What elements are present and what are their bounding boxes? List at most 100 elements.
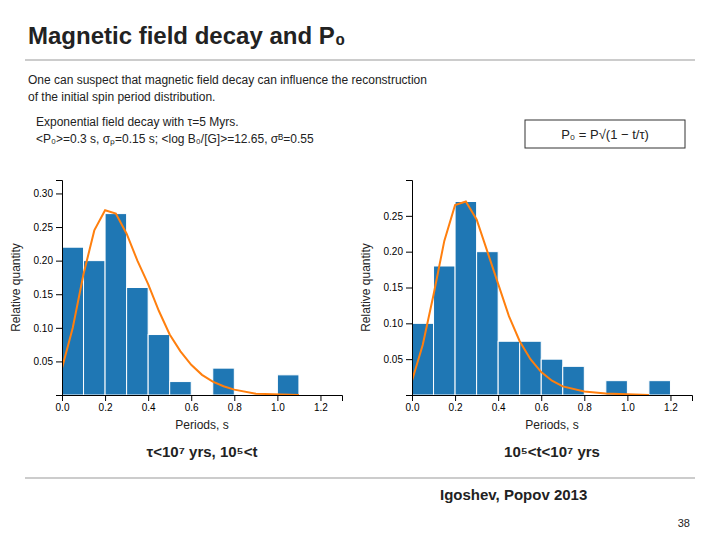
histogram-bar bbox=[584, 395, 606, 396]
histogram-bar bbox=[62, 247, 84, 395]
y-tick-mark bbox=[56, 261, 62, 262]
y-tick: 0.25 bbox=[34, 222, 62, 233]
y-tick-label: 0.30 bbox=[34, 188, 54, 199]
y-axis-title: Relative quantity bbox=[9, 243, 23, 332]
y-tick: 0.10 bbox=[384, 318, 412, 329]
y-tick-label: 0.10 bbox=[34, 323, 54, 334]
chart: 0.00.20.40.60.81.01.20.050.100.150.200.2… bbox=[9, 181, 343, 461]
y-tick: 0.05 bbox=[384, 354, 412, 365]
y-tick-label: 0.15 bbox=[34, 289, 54, 300]
annotation: <P₀>=0.3 s, σₚ=0.15 s; <log B₀/[G]>=12.6… bbox=[36, 132, 314, 146]
y-tick-mark bbox=[406, 288, 412, 289]
histogram-bar bbox=[105, 214, 127, 395]
x-tick-mark bbox=[277, 395, 278, 401]
y-tick: 0.15 bbox=[34, 289, 62, 300]
y-tick-mark bbox=[56, 294, 62, 295]
x-tick-label: 0.6 bbox=[185, 402, 199, 413]
plot-area bbox=[412, 202, 670, 396]
histogram-bar bbox=[434, 266, 456, 395]
y-tick: 0.05 bbox=[34, 356, 62, 367]
x-tick-mark bbox=[148, 395, 149, 401]
x-axis: 0.00.20.40.60.81.01.2 bbox=[56, 395, 343, 413]
x-tick-mark bbox=[498, 395, 499, 401]
histogram-bar bbox=[127, 288, 149, 396]
annotation: 38 bbox=[678, 517, 690, 529]
formula: P₀ = P√(1 − t/τ) bbox=[561, 127, 649, 142]
histogram-bar bbox=[148, 335, 170, 395]
histogram-bar bbox=[299, 395, 321, 396]
histogram-bar bbox=[277, 375, 299, 395]
footer-rule bbox=[25, 478, 695, 479]
x-tick-mark bbox=[105, 395, 106, 401]
y-tick-label: 0.25 bbox=[384, 211, 404, 222]
x-tick: 0.8 bbox=[228, 395, 242, 413]
title-rule bbox=[25, 60, 695, 61]
chart: 0.00.20.40.60.81.01.20.050.100.150.200.2… bbox=[359, 181, 693, 461]
y-tick-mark bbox=[406, 323, 412, 324]
x-tick: 0.6 bbox=[185, 395, 199, 413]
annotation: Igoshev, Popov 2013 bbox=[440, 486, 587, 503]
histogram-bar bbox=[455, 202, 477, 396]
x-tick-mark bbox=[670, 395, 671, 401]
x-tick-mark bbox=[541, 395, 542, 401]
y-tick-label: 0.20 bbox=[34, 255, 54, 266]
y-tick-mark bbox=[56, 193, 62, 194]
x-tick-label: 0.0 bbox=[56, 402, 70, 413]
annotation: One can suspect that magnetic field deca… bbox=[28, 73, 427, 87]
x-tick-label: 0.4 bbox=[142, 402, 156, 413]
x-tick: 0.4 bbox=[492, 395, 506, 413]
x-tick: 1.0 bbox=[271, 395, 285, 413]
x-tick-label: 0.0 bbox=[406, 402, 420, 413]
y-tick-label: 0.20 bbox=[384, 246, 404, 257]
y-axis: 0.05 0.10 0.15 0.20 0.25 0.30 bbox=[34, 181, 63, 396]
x-tick: 1.0 bbox=[621, 395, 635, 413]
x-tick-label: 0.2 bbox=[99, 402, 113, 413]
x-tick-mark bbox=[320, 395, 321, 401]
x-tick-mark bbox=[455, 395, 456, 401]
subtitle: τ<10⁷ yrs, 10⁵<t bbox=[147, 443, 258, 460]
y-axis: 0.05 0.10 0.15 0.20 0.25 bbox=[384, 181, 413, 396]
x-tick-label: 1.0 bbox=[271, 402, 285, 413]
y-tick-mark bbox=[56, 361, 62, 362]
x-tick: 0.6 bbox=[535, 395, 549, 413]
y-tick-label: 0.05 bbox=[34, 356, 54, 367]
y-tick-mark bbox=[406, 252, 412, 253]
y-axis-line bbox=[56, 181, 63, 396]
x-tick: 0.0 bbox=[56, 395, 70, 413]
histogram-bar bbox=[649, 381, 671, 395]
x-tick-label: 0.8 bbox=[578, 402, 592, 413]
histogram-bar bbox=[541, 359, 563, 395]
y-tick-mark bbox=[56, 227, 62, 228]
annotation: of the initial spin period distribution. bbox=[28, 90, 215, 104]
x-tick-mark bbox=[234, 395, 235, 401]
y-tick-label: 0.25 bbox=[34, 222, 54, 233]
histogram-bar bbox=[84, 261, 106, 395]
curve bbox=[412, 202, 649, 396]
y-tick: 0.30 bbox=[34, 188, 62, 199]
histogram-bar bbox=[213, 368, 235, 395]
histogram-bar bbox=[170, 382, 192, 395]
x-tick: 0.4 bbox=[142, 395, 156, 413]
x-tick: 0.0 bbox=[406, 395, 420, 413]
y-tick: 0.10 bbox=[34, 323, 62, 334]
y-tick: 0.15 bbox=[384, 282, 412, 293]
x-axis-title: Periods, s bbox=[175, 418, 228, 432]
y-tick: 0.20 bbox=[34, 255, 62, 266]
histogram-bar bbox=[498, 341, 520, 395]
y-tick-mark bbox=[406, 359, 412, 360]
y-tick-label: 0.10 bbox=[384, 318, 404, 329]
slide: Magnetic field decay and P₀ One can suspe… bbox=[0, 0, 720, 540]
curve bbox=[62, 210, 299, 395]
x-tick-mark bbox=[191, 395, 192, 401]
x-tick-label: 0.4 bbox=[492, 402, 506, 413]
histogram-bar bbox=[191, 395, 213, 396]
x-tick-mark bbox=[584, 395, 585, 401]
x-tick-label: 1.0 bbox=[621, 402, 635, 413]
title: Magnetic field decay and P₀ bbox=[28, 22, 346, 49]
y-axis-title: Relative quantity bbox=[359, 243, 373, 332]
formula-box bbox=[525, 120, 685, 148]
histogram-bar bbox=[412, 323, 434, 395]
x-tick-label: 1.2 bbox=[664, 402, 678, 413]
y-tick: 0.20 bbox=[384, 246, 412, 257]
y-tick: 0.25 bbox=[384, 211, 412, 222]
